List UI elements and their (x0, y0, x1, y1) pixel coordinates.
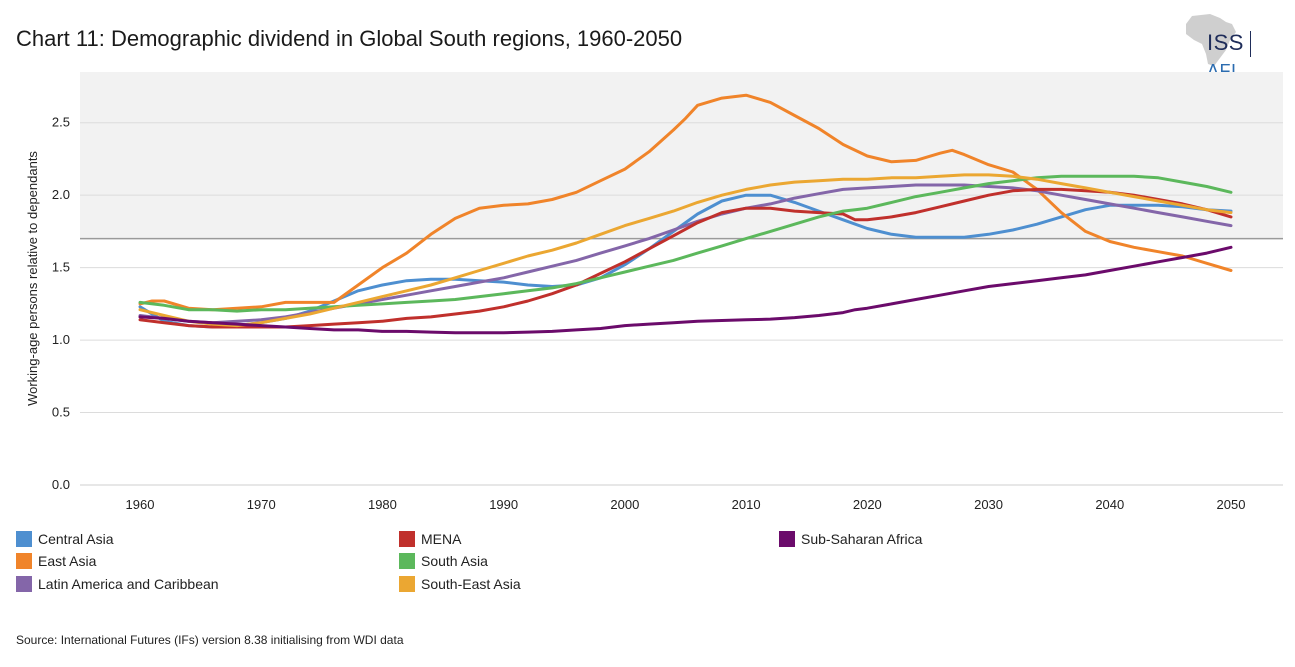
legend-item: East Asia (16, 553, 96, 569)
legend-item: Sub-Saharan Africa (779, 531, 922, 547)
legend-swatch (399, 531, 415, 547)
series-line-sub-saharan-africa (138, 245, 1233, 335)
series-line-south-east-asia (138, 173, 1233, 328)
y-tick-label: 2.0 (52, 187, 70, 202)
x-tick-label: 1980 (368, 497, 397, 512)
y-tick-label: 0.5 (52, 405, 70, 420)
y-tick-label: 1.0 (52, 332, 70, 347)
legend-label: South Asia (421, 553, 488, 569)
logo-iss: ISS (1207, 30, 1244, 55)
x-tick-label: 2010 (732, 497, 761, 512)
source-note: Source: International Futures (IFs) vers… (16, 633, 404, 647)
legend-item: Latin America and Caribbean (16, 576, 219, 592)
x-tick-label: 2000 (610, 497, 639, 512)
legend-label: MENA (421, 531, 462, 547)
africa-map-icon (1186, 14, 1236, 66)
legend-item: South Asia (399, 553, 488, 569)
series-line-south-asia (138, 174, 1233, 313)
legend-label: South-East Asia (421, 576, 521, 592)
iss-afi-logo: ISSAFI (1180, 10, 1280, 81)
y-tick-label: 1.5 (52, 260, 70, 275)
y-axis-title: Working-age persons relative to dependan… (25, 151, 40, 406)
legend-label: Central Asia (38, 531, 114, 547)
legend-label: East Asia (38, 553, 97, 569)
x-tick-label: 2040 (1095, 497, 1124, 512)
legend-swatch (779, 531, 795, 547)
legend-swatch (399, 576, 415, 592)
legend-swatch (16, 531, 32, 547)
legend-item: MENA (399, 531, 461, 547)
x-tick-label: 1960 (126, 497, 155, 512)
legend-item: Central Asia (16, 531, 113, 547)
legend-label: Latin America and Caribbean (38, 576, 219, 592)
x-tick-label: 1970 (247, 497, 276, 512)
y-tick-label: 2.5 (52, 115, 70, 130)
chart-title: Chart 11: Demographic dividend in Global… (16, 26, 683, 51)
line-chart: 0.0 0.5 1.0 1.5 2.0 2.5 1960 1970 1980 1990 2000 20… (25, 72, 1283, 512)
legend-swatch (399, 553, 415, 569)
legend-swatch (16, 553, 32, 569)
legend-label: Sub-Saharan Africa (801, 531, 923, 547)
x-tick-label: 1990 (489, 497, 518, 512)
x-tick-label: 2050 (1217, 497, 1246, 512)
legend-item: South-East Asia (399, 576, 521, 592)
legend: Central Asia East Asia Latin America and C… (16, 531, 1276, 601)
x-tick-label: 2030 (974, 497, 1003, 512)
x-tick-label: 2020 (853, 497, 882, 512)
legend-swatch (16, 576, 32, 592)
y-tick-label: 0.0 (52, 477, 70, 492)
series-line-mena (138, 187, 1233, 329)
shaded-band (80, 72, 1283, 239)
